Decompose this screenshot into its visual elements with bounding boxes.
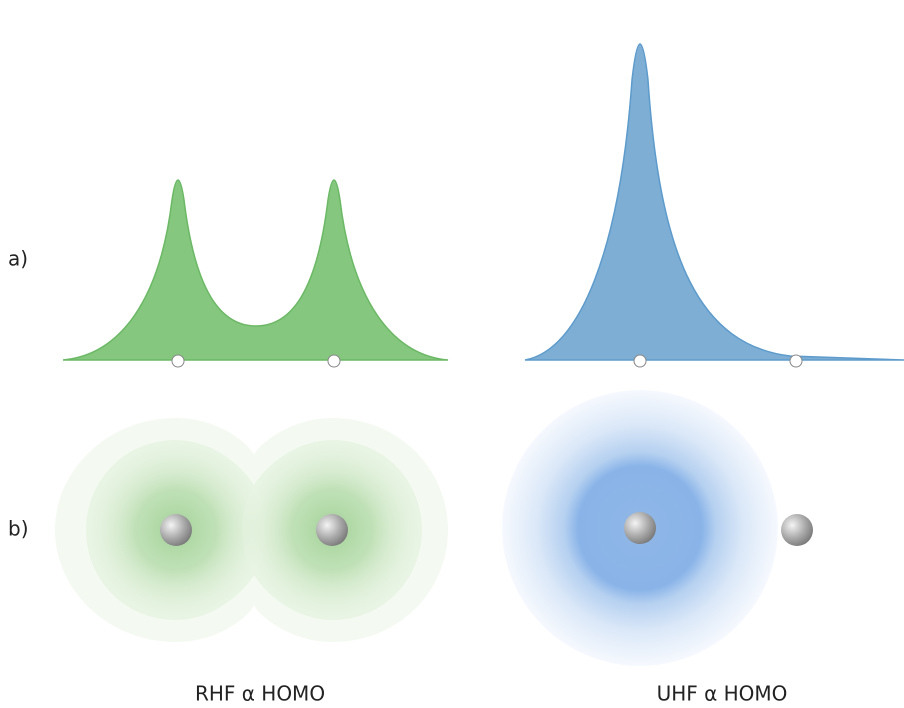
figure: a) b) RHF α HOMO UHF α HOMO — [0, 0, 904, 708]
panel-label: a) — [8, 247, 28, 271]
rhf-profile — [63, 180, 448, 360]
caption: RHF α HOMO — [195, 682, 325, 706]
rhf-density — [55, 418, 448, 642]
nucleus-marker — [790, 355, 802, 367]
panel-label: b) — [8, 517, 29, 541]
uhf-density — [502, 390, 813, 666]
nucleus-marker — [172, 355, 184, 367]
uhf-profile — [525, 44, 904, 360]
caption: UHF α HOMO — [657, 682, 788, 706]
nucleus-marker — [328, 355, 340, 367]
nucleus-marker — [634, 355, 646, 367]
